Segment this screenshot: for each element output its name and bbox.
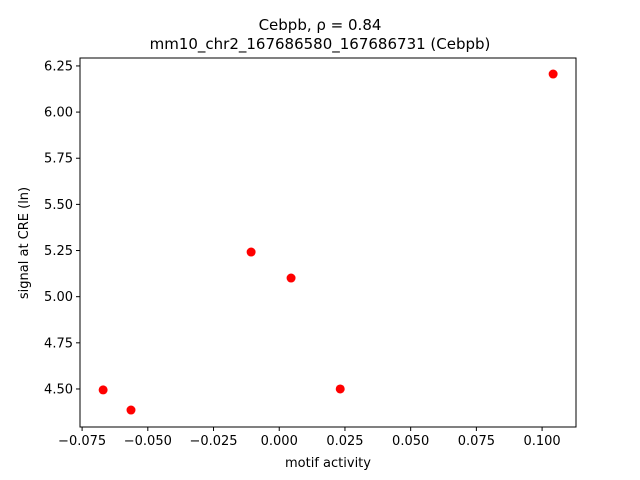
point	[335, 384, 345, 394]
x-tick-label: −0.075	[58, 434, 106, 449]
y-tick-label: 6.00	[44, 106, 73, 121]
y-tick-label: 6.25	[44, 59, 73, 74]
x-tick-label: 0.000	[261, 434, 298, 449]
plot-frame	[79, 57, 577, 428]
x-tick-label: 0.025	[326, 434, 363, 449]
x-tick-label: 0.050	[392, 434, 429, 449]
x-tick-label: 0.075	[458, 434, 495, 449]
x-tick-label: 0.100	[523, 434, 560, 449]
x-axis-label: motif activity	[285, 456, 371, 471]
x-tick-label: −0.025	[189, 434, 237, 449]
point	[246, 247, 256, 257]
point	[286, 273, 296, 283]
y-tick-label: 4.75	[44, 336, 73, 351]
y-tick-label: 4.50	[44, 382, 73, 397]
y-axis-label: signal at CRE (ln)	[17, 187, 32, 299]
x-tick-label: −0.050	[124, 434, 172, 449]
point	[126, 405, 136, 415]
y-tick-label: 5.75	[44, 152, 73, 167]
point	[548, 69, 558, 79]
y-tick-label: 5.25	[44, 244, 73, 259]
point	[98, 385, 108, 395]
y-tick-label: 5.00	[44, 290, 73, 305]
chart-subtitle: mm10_chr2_167686580_167686731 (Cebpb)	[150, 35, 491, 54]
y-tick-label: 5.50	[44, 198, 73, 213]
chart-title: Cebpb, ρ = 0.84	[259, 16, 382, 34]
